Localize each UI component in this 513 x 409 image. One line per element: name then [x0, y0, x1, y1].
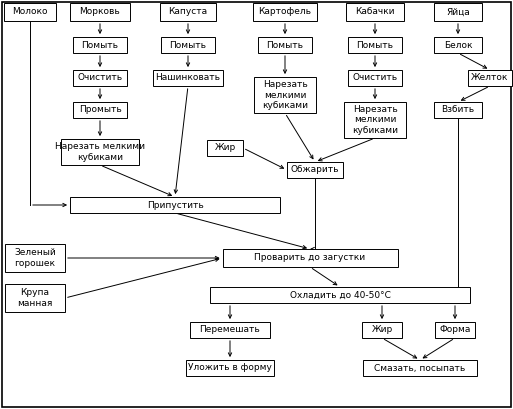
Bar [70, 197, 280, 213]
Text: Молоко: Молоко [12, 7, 48, 16]
Text: Взбить: Взбить [442, 106, 475, 115]
Text: Яйца: Яйца [446, 7, 470, 16]
Bar [363, 360, 477, 376]
Bar [73, 102, 127, 118]
Text: Крупа
манная: Крупа манная [17, 288, 53, 308]
Text: Промыть: Промыть [78, 106, 122, 115]
Text: Форма: Форма [439, 326, 471, 335]
Text: Перемешать: Перемешать [200, 326, 261, 335]
Text: Помыть: Помыть [266, 40, 304, 49]
Text: Нарезать
мелкими
кубиками: Нарезать мелкими кубиками [352, 105, 398, 135]
Text: Капуста: Капуста [168, 7, 208, 16]
Text: Помыть: Помыть [357, 40, 393, 49]
Bar [73, 70, 127, 86]
Text: Нарезать
мелкими
кубиками: Нарезать мелкими кубиками [262, 80, 308, 110]
Bar [223, 249, 398, 267]
Bar [468, 70, 512, 86]
Bar [210, 287, 470, 303]
Bar [346, 3, 404, 21]
Bar [70, 3, 130, 21]
Text: Зеленый
горошек: Зеленый горошек [14, 248, 56, 268]
Text: Белок: Белок [444, 40, 472, 49]
Bar [434, 102, 482, 118]
Text: Картофель: Картофель [259, 7, 311, 16]
Bar [186, 360, 274, 376]
Bar [61, 139, 139, 165]
Bar [362, 322, 402, 338]
Bar [348, 37, 402, 53]
Text: Жир: Жир [371, 326, 392, 335]
Text: Смазать, посыпать: Смазать, посыпать [374, 364, 466, 373]
Text: Жир: Жир [214, 144, 235, 153]
Bar [161, 37, 215, 53]
Bar [160, 3, 216, 21]
Bar [4, 3, 56, 21]
Text: Очистить: Очистить [352, 74, 398, 83]
Text: Охладить до 40-50°C: Охладить до 40-50°C [289, 290, 390, 299]
Text: Обжарить: Обжарить [291, 166, 339, 175]
Bar [253, 3, 317, 21]
Bar [254, 77, 316, 113]
Text: Нарезать мелкими
кубиками: Нарезать мелкими кубиками [55, 142, 145, 162]
Bar [434, 3, 482, 21]
Bar [190, 322, 270, 338]
Text: Проварить до загустки: Проварить до загустки [254, 254, 366, 263]
Text: Припустить: Припустить [147, 200, 203, 209]
Bar [434, 37, 482, 53]
Bar [73, 37, 127, 53]
Text: Помыть: Помыть [82, 40, 119, 49]
Text: Очистить: Очистить [77, 74, 123, 83]
Bar [348, 70, 402, 86]
Bar [153, 70, 223, 86]
Bar [344, 102, 406, 138]
Text: Желток: Желток [471, 74, 509, 83]
Text: Морковь: Морковь [80, 7, 121, 16]
Text: Уложить в форму: Уложить в форму [188, 364, 272, 373]
Text: Нашинковать: Нашинковать [155, 74, 221, 83]
Text: Помыть: Помыть [169, 40, 207, 49]
Text: Кабачки: Кабачки [355, 7, 394, 16]
Bar [5, 244, 65, 272]
Bar [287, 162, 343, 178]
Bar [258, 37, 312, 53]
Bar [207, 140, 243, 156]
Bar [435, 322, 475, 338]
Bar [5, 284, 65, 312]
